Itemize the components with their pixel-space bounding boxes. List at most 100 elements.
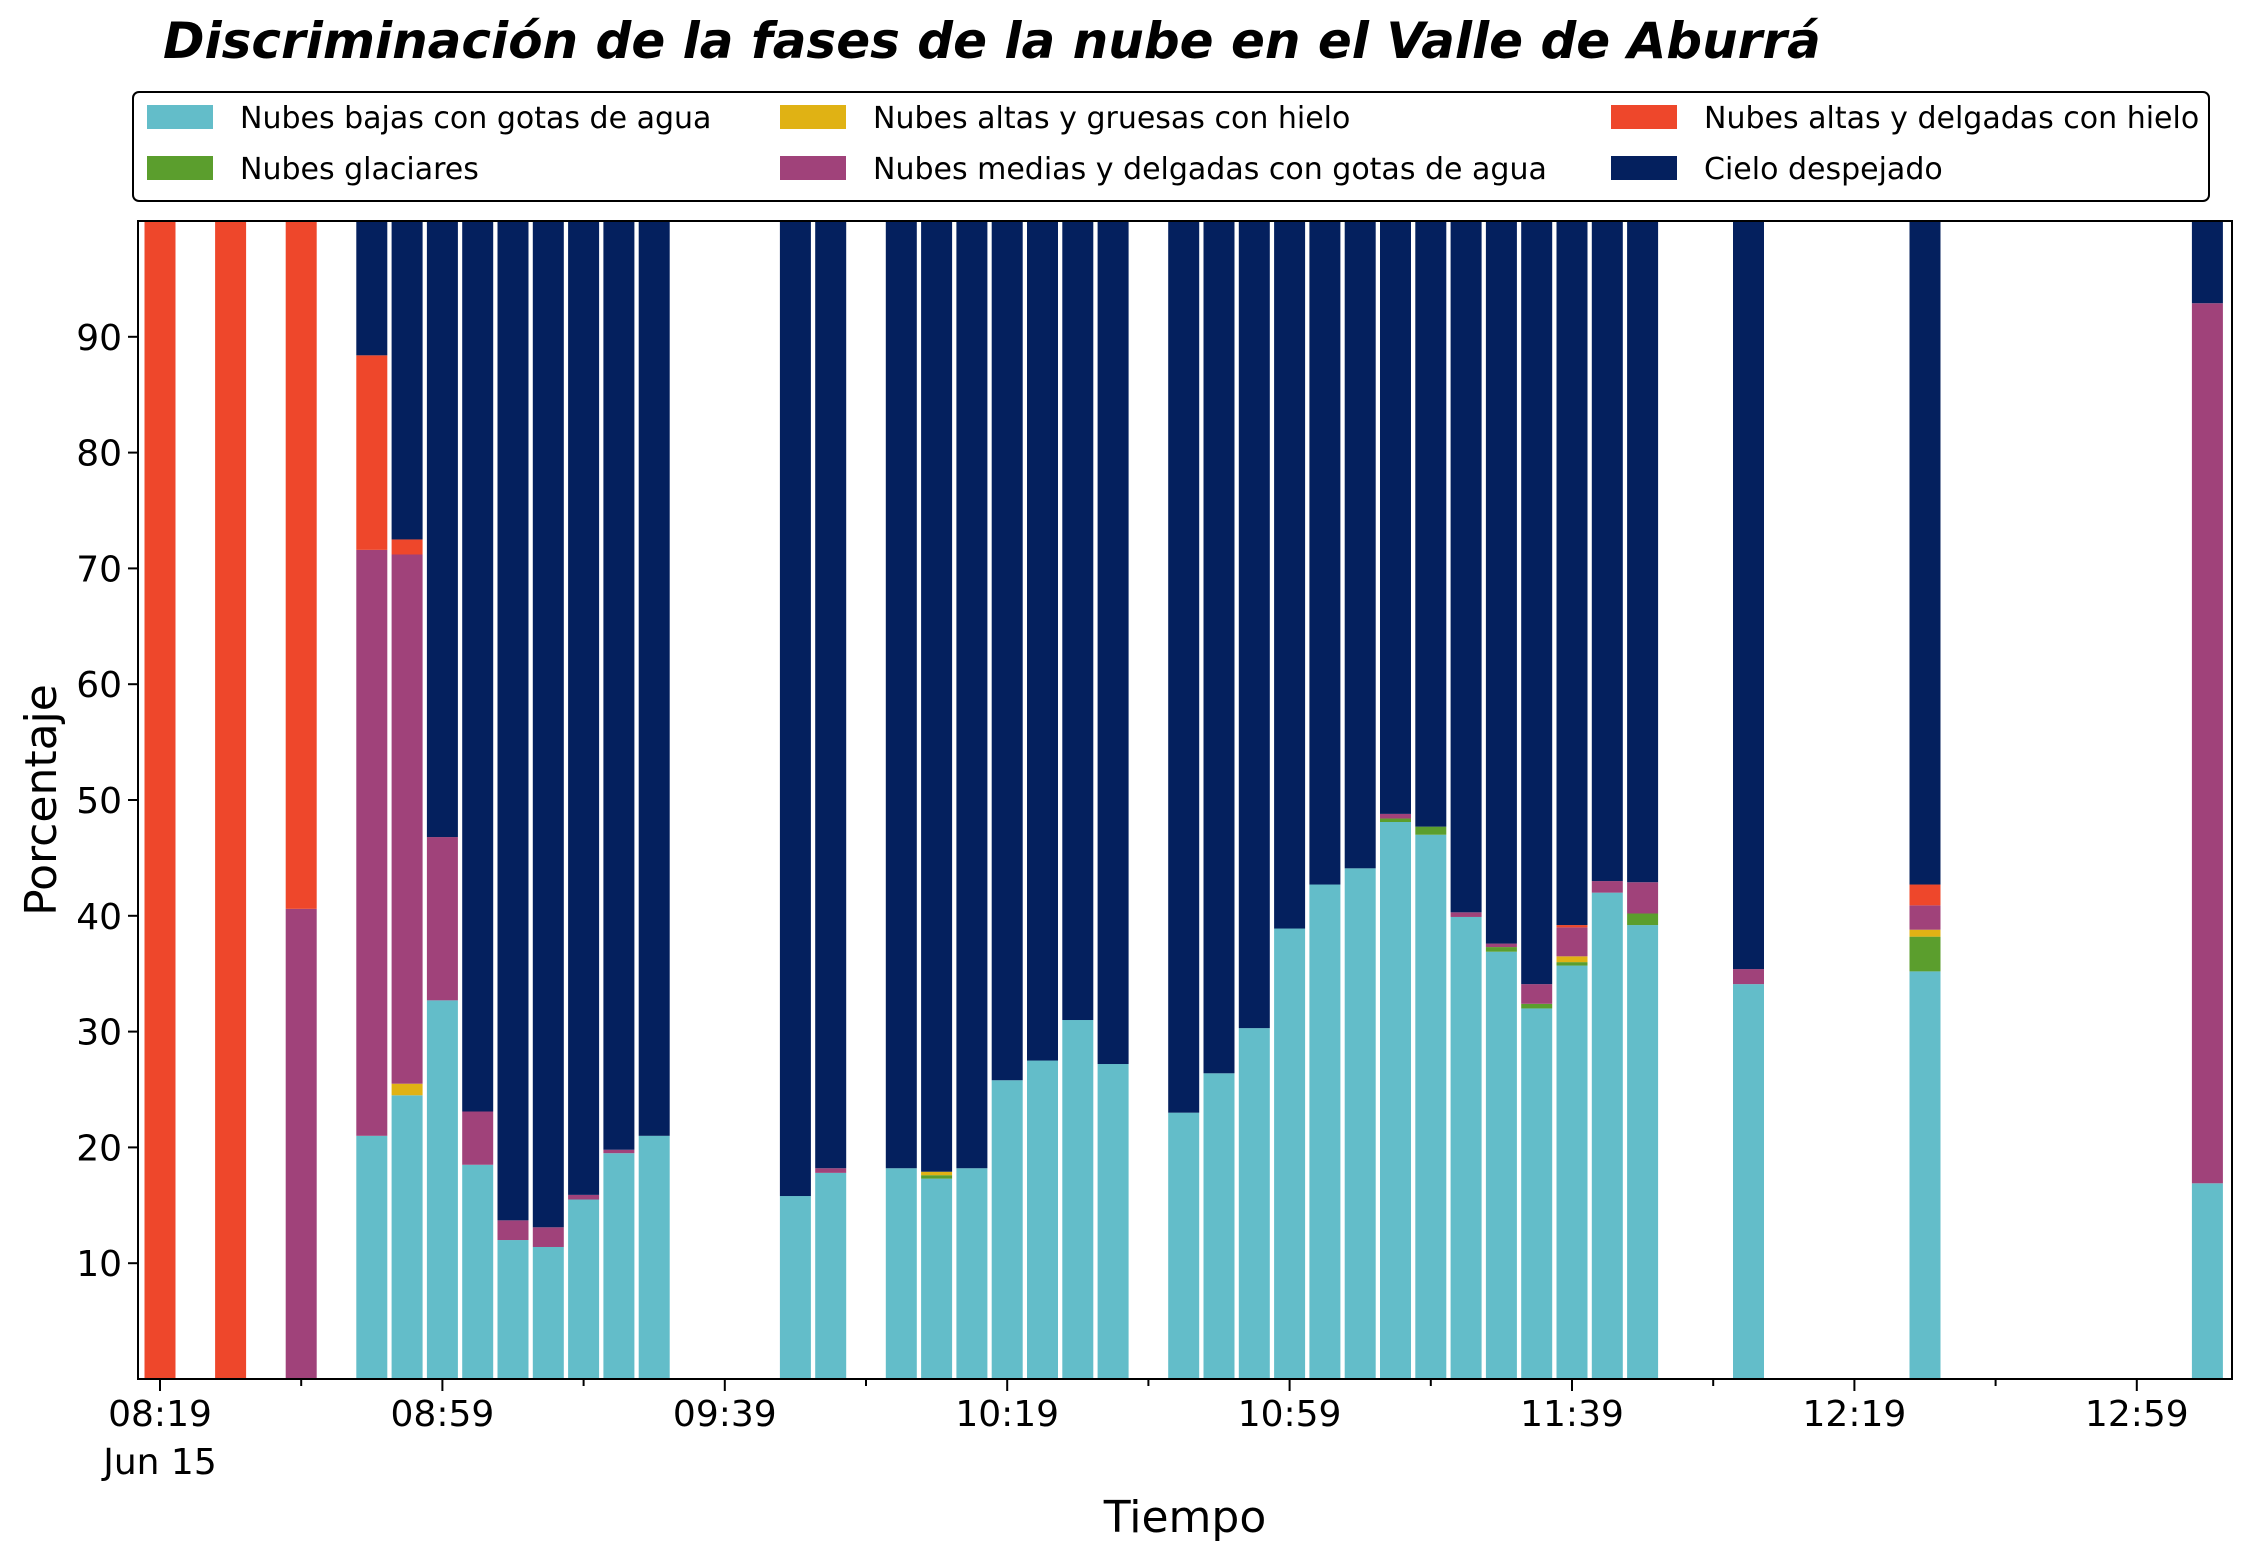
bar-segment <box>603 1153 635 1379</box>
bar-segment <box>603 221 635 1150</box>
bar-segment <box>779 221 811 1197</box>
bar-segment <box>1203 221 1235 1074</box>
x-tick-label: 08:19 <box>108 1394 212 1435</box>
bar-segment <box>1591 881 1623 893</box>
y-tick-label: 80 <box>76 434 122 475</box>
legend-swatch <box>147 156 213 180</box>
legend-label: Cielo despejado <box>1704 152 1943 187</box>
bar-segment <box>144 221 176 1379</box>
bar-segment <box>426 221 458 838</box>
bar-segment <box>1274 928 1306 1379</box>
bar-segment <box>568 1194 600 1200</box>
y-axis-label: Porcentaje <box>16 684 67 916</box>
x-axis: 08:19 08:59 09:39 10:19 10:59 11:39 12:19 12:59… <box>108 1379 2189 1435</box>
bar-segment <box>1521 1003 1553 1009</box>
bar-segment <box>532 1246 564 1379</box>
bar-segment <box>1415 826 1447 835</box>
bar-segment <box>885 221 917 1169</box>
bar-segment <box>1521 984 1553 1004</box>
bar-segment <box>956 1168 988 1379</box>
legend-swatch <box>1611 105 1677 129</box>
bar-segment <box>1203 1073 1235 1379</box>
bar-segment <box>497 1240 529 1379</box>
x-date-label: Jun 15 <box>101 1442 217 1483</box>
bar-segment <box>391 1095 423 1379</box>
bar-segment <box>1309 884 1341 1379</box>
y-tick-label: 10 <box>76 1244 122 1285</box>
bar-segment <box>991 221 1023 1081</box>
x-tick-label: 12:59 <box>2085 1394 2189 1435</box>
bar-segment <box>568 1199 600 1379</box>
bar-segment <box>391 1083 423 1096</box>
bar-segment <box>568 221 600 1195</box>
bar-segment <box>2191 221 2223 304</box>
x-tick-label: 12:19 <box>1803 1394 1907 1435</box>
y-tick-label: 40 <box>76 897 122 938</box>
bar-segment <box>1627 882 1659 914</box>
x-tick-label: 08:59 <box>391 1394 495 1435</box>
bar-segment <box>1168 1112 1200 1379</box>
bar-segment <box>391 221 423 540</box>
bar-segment <box>1521 221 1553 985</box>
bar-segment <box>1909 929 1941 937</box>
bar-segment <box>1309 221 1341 885</box>
bar-segment <box>1627 925 1659 1379</box>
bar-segment <box>921 1178 953 1379</box>
y-tick-label: 30 <box>76 1013 122 1054</box>
y-tick-label: 60 <box>76 665 122 706</box>
bar-segment <box>638 1135 670 1379</box>
legend-swatch <box>147 105 213 129</box>
bar-segment <box>603 1149 635 1154</box>
x-tick-label: 11:39 <box>1520 1394 1624 1435</box>
bar-segment <box>285 908 317 1379</box>
bar-segment <box>779 1196 811 1379</box>
bar-segment <box>1380 822 1411 1379</box>
bar-segment <box>815 221 847 1169</box>
bar-segment <box>532 221 564 1228</box>
bar-segment <box>1627 221 1659 883</box>
bar-segment <box>815 1172 847 1379</box>
x-tick-label: 10:19 <box>955 1394 1059 1435</box>
bar-segment <box>1415 834 1447 1379</box>
bar-segment <box>1027 221 1058 1061</box>
legend-swatch <box>1611 156 1677 180</box>
bar-segment <box>462 221 494 1112</box>
bar-segment <box>1627 913 1659 926</box>
bar-segment <box>2191 303 2223 1184</box>
bar-segment <box>356 549 388 1136</box>
bar-segment <box>1556 925 1588 928</box>
bar-segment <box>1733 984 1764 1379</box>
bar-segment <box>1380 818 1411 822</box>
y-tick-label: 20 <box>76 1128 122 1169</box>
bar-segment <box>1556 956 1588 963</box>
bar-segment <box>1733 221 1764 970</box>
bar-segment <box>921 1171 953 1176</box>
bar-segment <box>497 1220 529 1241</box>
bar-segment <box>2191 1183 2223 1379</box>
bar-segment <box>1909 221 1941 885</box>
legend-box <box>132 91 2210 202</box>
bar-segment <box>356 221 388 356</box>
bar-segment <box>426 837 458 1001</box>
chart-title: Discriminación de la fases de la nube en… <box>163 12 1821 70</box>
bar-segment <box>1556 965 1588 1379</box>
legend-swatch <box>780 156 846 180</box>
bar-segment <box>356 1135 388 1379</box>
bar-segment <box>921 221 953 1172</box>
legend-label: Nubes medias y delgadas con gotas de agu… <box>873 152 1547 187</box>
bar-segment <box>885 1168 917 1379</box>
bar-segment <box>815 1168 847 1173</box>
bar-segment <box>1450 221 1482 913</box>
y-tick-label: 50 <box>76 781 122 822</box>
bar-segment <box>1274 221 1306 929</box>
bar-segment <box>1238 1028 1270 1379</box>
legend-swatch <box>780 105 846 129</box>
bar-segment <box>1909 936 1941 972</box>
bar-segment <box>1909 971 1941 1379</box>
bar-segment <box>1733 969 1764 985</box>
x-tick-label: 10:59 <box>1238 1394 1342 1435</box>
bar-segment <box>1344 221 1376 869</box>
y-tick-label: 70 <box>76 549 122 590</box>
bar-segment <box>1097 1064 1129 1379</box>
